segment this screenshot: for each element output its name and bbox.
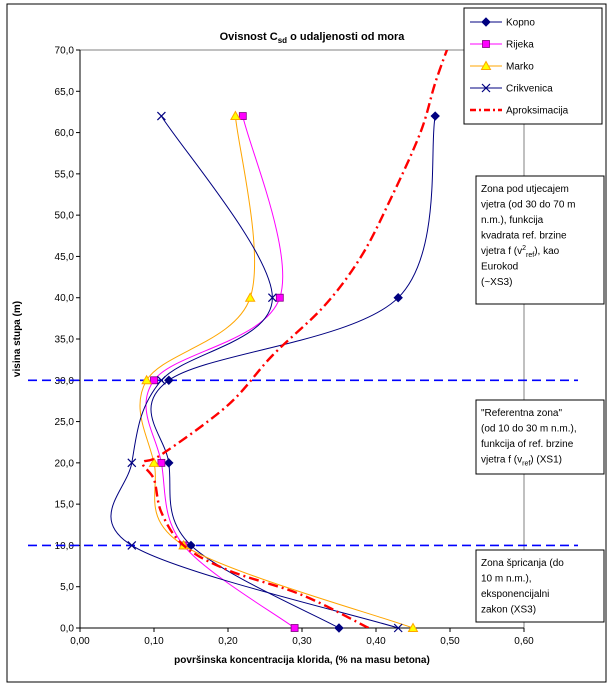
annotation-zone-reference: "Referentna zona" (od 10 do 30 m n.m.), fu… <box>475 399 605 475</box>
annotation-line: Eurokod <box>481 262 518 273</box>
legend-marker <box>481 83 491 93</box>
y-tick-label: 10,0 <box>55 541 75 552</box>
annotation-line: (~XS3) <box>481 277 512 288</box>
legend-entry-kopno: Kopno <box>470 17 535 29</box>
legend-entry-marko: Marko <box>470 60 534 73</box>
annotation-line: eksponencijalni <box>481 589 549 600</box>
annotation-line: Zona špricanja (do <box>481 558 564 569</box>
legend-label: Crikvenica <box>506 84 553 95</box>
data-point-crikvenica <box>156 111 166 121</box>
x-tick-label: 0,10 <box>144 636 164 647</box>
y-tick-label: 20,0 <box>55 458 75 469</box>
legend-label: Marko <box>506 62 534 73</box>
annotation-line: Zona pod utjecajem <box>481 184 569 195</box>
data-point-rijeka <box>157 458 166 467</box>
y-tick-label: 0,0 <box>60 624 74 635</box>
x-tick-label: 0,60 <box>514 636 534 647</box>
legend-entry-crikvenica: Crikvenica <box>470 84 553 95</box>
annotations: Zona pod utjecajem vjetra (od 30 do 70 m n… <box>475 175 605 623</box>
y-tick-label: 5,0 <box>60 582 74 593</box>
series-line-kopno <box>150 116 436 629</box>
data-point-kopno <box>164 458 174 468</box>
data-point-marko <box>230 110 241 121</box>
data-point-rijeka <box>275 293 284 302</box>
data-point-marko <box>148 457 160 467</box>
x-tick-label: 0,40 <box>366 636 386 647</box>
data-point-marko <box>407 622 419 632</box>
data-point-kopno <box>334 623 344 633</box>
data-point-rijeka <box>150 376 158 385</box>
reference-lines <box>28 379 578 547</box>
data-point-kopno <box>164 375 174 385</box>
annotation-line: "Referentna zona" <box>481 408 562 419</box>
y-tick-label: 40,0 <box>55 293 75 304</box>
y-tick-label: 25,0 <box>55 417 75 428</box>
data-point-marko <box>141 374 152 385</box>
legend-entry-rijeka: Rijeka <box>470 40 534 51</box>
series-line-marko <box>139 116 414 629</box>
y-tick-label: 70,0 <box>55 46 75 57</box>
y-tick-label: 50,0 <box>55 211 75 222</box>
legend-label: Kopno <box>506 18 535 29</box>
legend-marker <box>482 40 490 48</box>
data-point-crikvenica <box>127 541 137 550</box>
data-point-crikvenica <box>127 458 137 468</box>
series-layer <box>110 50 449 633</box>
annotation-box <box>475 399 605 475</box>
series-kopno <box>150 111 440 633</box>
data-point-crikvenica <box>393 623 403 633</box>
data-point-kopno <box>393 293 403 303</box>
legend-marker <box>481 17 491 27</box>
y-tick-label: 35,0 <box>55 335 75 346</box>
annotation-line: vjetra f (v2ref), kao <box>481 245 560 259</box>
annotation-line: kvadrata ref. brzine <box>481 231 567 242</box>
annotation-line: vjetra (od 30 do 70 m <box>481 200 576 211</box>
series-aproksimacija <box>141 50 449 628</box>
annotation-line: zakon (XS3) <box>481 605 536 616</box>
data-point-kopno <box>430 111 440 121</box>
x-tick-label: 0,00 <box>70 636 90 647</box>
annotation-line: n.m.), funkcija <box>481 215 544 226</box>
annotation-line: 10 m n.m.), <box>481 574 532 585</box>
y-tick-label: 60,0 <box>55 128 75 139</box>
series-line-crikvenica <box>110 115 399 629</box>
x-tick-label: 0,50 <box>440 636 460 647</box>
series-line-aproksimacija <box>141 50 449 628</box>
x-axis-label: površinska koncentracija klorida, (% na … <box>174 655 430 666</box>
legend-label: Rijeka <box>506 40 534 51</box>
data-point-marko <box>244 292 256 302</box>
chart-title: Ovisnost Csd o udaljenosti od mora <box>220 31 406 45</box>
x-tick-label: 0,30 <box>292 636 312 647</box>
data-point-crikvenica <box>156 375 166 385</box>
annotation-zone-wind: Zona pod utjecajem vjetra (od 30 do 70 m n… <box>475 175 605 305</box>
series-crikvenica <box>110 111 403 633</box>
data-point-rijeka <box>238 112 247 120</box>
data-point-crikvenica <box>267 293 277 303</box>
plot-area <box>79 49 525 629</box>
y-tick-label: 15,0 <box>55 500 75 511</box>
legend-marker <box>480 60 492 70</box>
legend: Kopno Rijeka Marko Crikvenica Aproksimacija <box>463 7 603 125</box>
y-axis: 0,0 5,0 10,0 15,0 20,0 25,0 30,0 35,0 40,0 45,0 50… <box>55 46 81 635</box>
x-tick-label: 0,20 <box>218 636 238 647</box>
y-axis-label: visina stupa (m) <box>12 301 23 377</box>
annotation-zone-splash: Zona špricanja (do 10 m n.m.), eksponencij… <box>475 549 605 623</box>
legend-entry-aproksimacija: Aproksimacija <box>470 106 569 117</box>
y-tick-label: 45,0 <box>55 252 75 263</box>
annotation-box <box>475 175 605 305</box>
y-tick-label: 65,0 <box>55 87 75 98</box>
data-point-rijeka <box>290 624 299 632</box>
annotation-line: (od 10 do 30 m n.m.), <box>481 424 577 435</box>
annotation-box <box>475 549 605 623</box>
y-tick-label: 55,0 <box>55 169 75 180</box>
x-axis: 0,00 0,10 0,20 0,30 0,40 0,50 0,60 <box>70 627 534 647</box>
series-line-rijeka <box>145 115 295 629</box>
annotation-line: funkcija of ref. brzine <box>481 439 574 450</box>
legend-label: Aproksimacija <box>506 106 569 117</box>
annotation-line: vjetra f (vref) (XS1) <box>481 455 562 468</box>
y-tick-label: 30,0 <box>55 376 75 387</box>
